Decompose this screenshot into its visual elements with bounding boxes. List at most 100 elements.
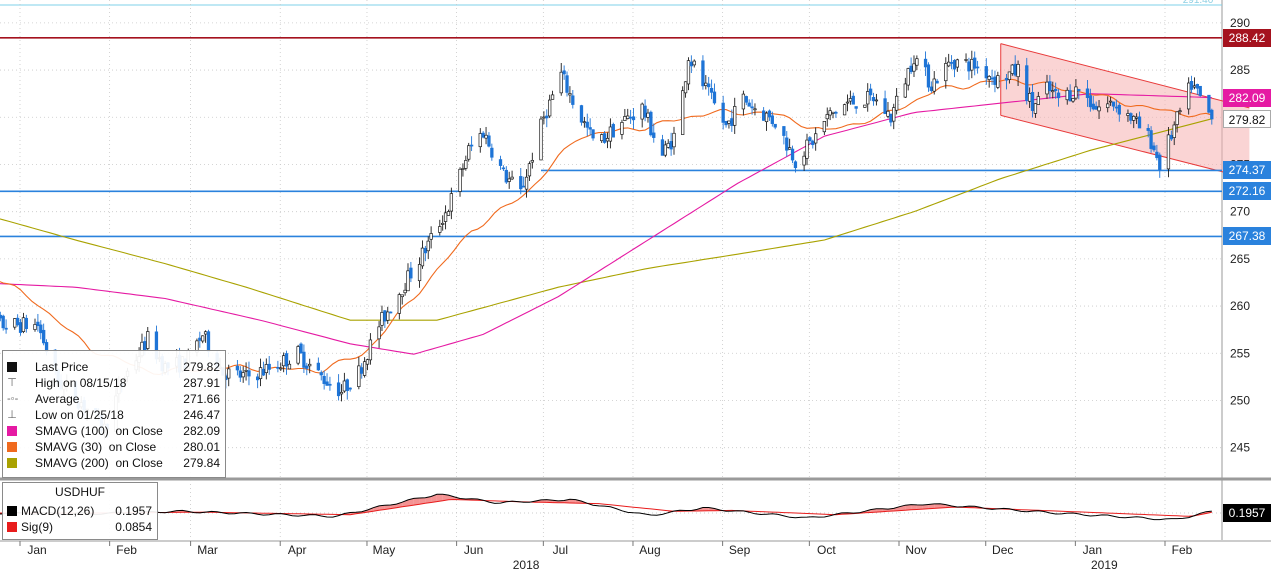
candle-body-189 <box>733 106 737 126</box>
legend-row: Last Price 279.82 <box>7 359 220 375</box>
macd-area-76 <box>408 498 414 506</box>
candle-body-230 <box>903 83 907 98</box>
candle-body-259 <box>1016 64 1020 78</box>
candle-295 <box>1166 127 1171 178</box>
candle-body-150 <box>579 105 584 123</box>
candle-154 <box>591 129 595 141</box>
legend-row: SMAVG (200) on Close 279.84 <box>7 455 220 471</box>
legend-glyph-icon: -◦- <box>7 393 19 405</box>
legend-swatch <box>7 426 17 436</box>
candle-205 <box>802 151 806 171</box>
candle-body-236 <box>926 64 931 88</box>
candle-body-274 <box>1077 89 1081 92</box>
macd-area-82 <box>442 494 449 501</box>
candle-body-127 <box>484 134 488 139</box>
candle-body-83 <box>305 365 309 369</box>
candle-107 <box>403 282 407 296</box>
candle-199 <box>773 123 777 130</box>
candle-67 <box>241 366 245 383</box>
candle-body-172 <box>666 142 670 148</box>
macd-area-164 <box>916 504 923 510</box>
candle-134 <box>510 170 514 181</box>
legend-label: SMAVG (30) on Close <box>35 440 157 454</box>
candle-body-193 <box>750 106 754 109</box>
candle-body-165 <box>640 103 644 120</box>
x-tick-label-1: Feb <box>116 543 137 557</box>
candle-133 <box>507 171 511 189</box>
candle-215 <box>842 103 847 116</box>
candle-body-148 <box>568 93 572 96</box>
candle-body-149 <box>571 95 575 105</box>
candle-body-170 <box>660 139 665 156</box>
candle-body-181 <box>704 82 708 86</box>
x-tick-label-0: Jan <box>27 543 46 557</box>
candle-body-271 <box>1068 90 1072 102</box>
macd-area-79 <box>425 496 432 504</box>
channel-lower-line <box>1000 114 1250 180</box>
candle-15 <box>33 318 37 332</box>
candle-8 <box>1 314 5 331</box>
candle-body-99 <box>368 339 373 361</box>
candle-273 <box>1074 79 1078 101</box>
candle-201 <box>785 131 789 157</box>
candle-219 <box>854 106 858 114</box>
candle-182 <box>707 76 711 96</box>
candle-279 <box>1097 99 1101 120</box>
candle-184 <box>712 83 717 105</box>
sma100-line <box>0 93 1212 355</box>
candle-body-204 <box>793 161 798 169</box>
candle-body-101 <box>380 312 384 326</box>
candle-130 <box>498 155 503 170</box>
candle-body-59 <box>206 331 211 352</box>
candle-234 <box>915 55 919 71</box>
candle-263 <box>1033 103 1038 118</box>
macd-area-78 <box>419 497 426 505</box>
candle-body-192 <box>747 102 751 107</box>
candle-168 <box>649 110 653 137</box>
candle-95 <box>357 356 361 390</box>
candle-body-10 <box>13 318 17 328</box>
y-tick-270: 270 <box>1230 205 1250 219</box>
candle-body-71 <box>258 367 263 380</box>
candle-body-268 <box>1054 88 1058 91</box>
candle-94 <box>348 387 352 392</box>
candle-294 <box>1158 152 1162 178</box>
candle-body-44 <box>146 331 150 349</box>
candle-body-300 <box>1187 82 1191 110</box>
candle-169 <box>652 123 656 143</box>
candle-body-64 <box>227 368 231 379</box>
candle-body-118 <box>446 211 451 216</box>
candle-body-254 <box>996 75 1000 88</box>
candle-body-180 <box>701 60 705 87</box>
candle-body-102 <box>383 310 387 322</box>
candle-256 <box>1007 71 1012 84</box>
candle-290 <box>1146 124 1150 138</box>
candle-body-299 <box>1178 110 1182 113</box>
candle-body-287 <box>1132 115 1136 121</box>
candle-57 <box>201 335 205 344</box>
candle-body-79 <box>287 363 292 370</box>
macd-area-163 <box>911 504 917 510</box>
candle-body-144 <box>550 94 555 100</box>
macd-legend-title: USDHUF <box>55 485 105 499</box>
legend-swatch <box>7 458 17 468</box>
candle-11 <box>16 314 20 327</box>
candle-206 <box>805 133 809 166</box>
candle-79 <box>287 360 292 370</box>
candle-body-143 <box>548 99 552 117</box>
x-tick-label-11: Dec <box>992 543 1013 557</box>
candle-body-185 <box>721 102 725 123</box>
candle-body-81 <box>299 343 303 354</box>
candle-body-112 <box>423 247 427 254</box>
candle-body-263 <box>1033 103 1038 114</box>
candle-body-92 <box>342 380 347 392</box>
candle-body-178 <box>689 61 694 67</box>
candle-body-129 <box>490 147 494 158</box>
candle-153 <box>588 118 592 136</box>
candle-209 <box>814 127 818 151</box>
candle-body-82 <box>302 351 306 368</box>
candle-269 <box>1056 89 1061 107</box>
candle-292 <box>1152 142 1156 152</box>
candle-body-86 <box>319 372 323 376</box>
macd-legend-row: MACD(12,26) 0.1957 <box>7 503 152 519</box>
